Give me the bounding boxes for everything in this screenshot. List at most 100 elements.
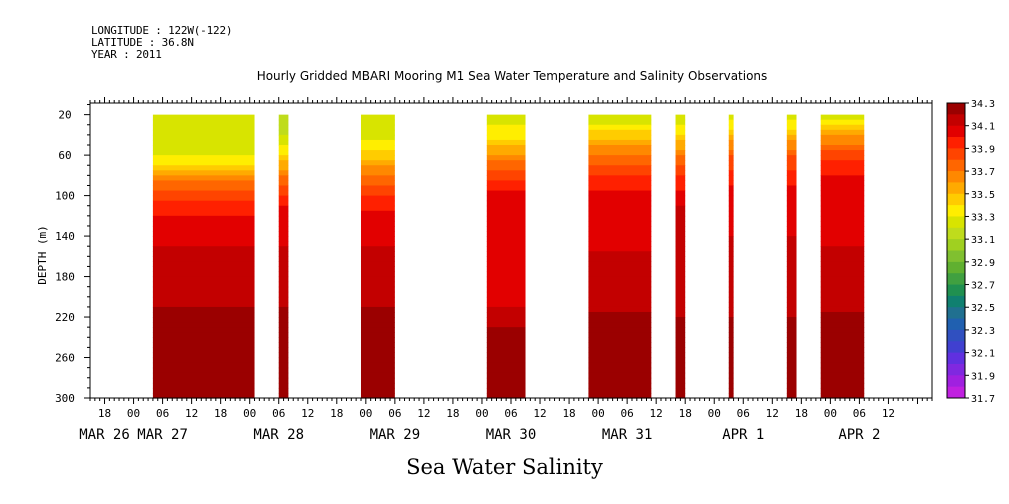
salinity-cell xyxy=(820,271,865,278)
salinity-cell xyxy=(152,190,255,197)
salinity-cell xyxy=(360,119,395,126)
salinity-cell xyxy=(152,119,255,126)
colorbar-label: 32.3 xyxy=(971,326,995,337)
salinity-cell xyxy=(820,306,865,313)
salinity-cell xyxy=(786,150,797,156)
x-hour-tick-label: 00 xyxy=(824,407,837,420)
salinity-cell xyxy=(820,256,865,262)
salinity-cell xyxy=(278,266,289,273)
salinity-cell xyxy=(588,327,652,333)
salinity-cell xyxy=(152,200,255,207)
salinity-cell xyxy=(152,387,255,394)
salinity-cell xyxy=(152,231,255,237)
salinity-cell xyxy=(360,195,395,202)
salinity-cell xyxy=(786,215,797,222)
salinity-cell xyxy=(152,246,255,252)
salinity-cell xyxy=(786,160,797,166)
salinity-cell xyxy=(728,311,734,318)
salinity-cell xyxy=(675,231,686,237)
salinity-cell xyxy=(820,251,865,257)
salinity-cell xyxy=(278,296,289,303)
salinity-cell xyxy=(152,311,255,318)
salinity-cell xyxy=(588,119,652,126)
salinity-cell xyxy=(360,261,395,268)
salinity-cell xyxy=(675,155,686,161)
year-label: YEAR : 2011 xyxy=(91,48,162,61)
salinity-cell xyxy=(360,342,395,348)
salinity-cell xyxy=(588,165,652,171)
salinity-cell xyxy=(728,134,734,141)
y-tick-label: 60 xyxy=(58,149,71,162)
salinity-cell xyxy=(278,139,289,146)
salinity-cell xyxy=(728,190,734,197)
salinity-cell xyxy=(820,276,865,283)
salinity-cell xyxy=(486,387,526,394)
salinity-cell xyxy=(820,170,865,176)
salinity-cell xyxy=(786,190,797,197)
salinity-cell xyxy=(588,251,652,257)
salinity-cell xyxy=(675,251,686,257)
salinity-cell xyxy=(152,382,255,389)
x-hour-tick-label: 18 xyxy=(214,407,227,420)
colorbar-swatch xyxy=(947,239,965,251)
salinity-cell xyxy=(486,150,526,156)
salinity-cell xyxy=(486,256,526,262)
salinity-cell xyxy=(152,362,255,369)
salinity-cell xyxy=(820,124,865,131)
salinity-cell xyxy=(675,225,686,232)
x-hour-tick-label: 18 xyxy=(330,407,343,420)
salinity-cell xyxy=(728,200,734,207)
salinity-cell xyxy=(728,251,734,257)
salinity-cell xyxy=(820,286,865,293)
salinity-cell xyxy=(278,246,289,252)
salinity-cell xyxy=(486,291,526,298)
x-hour-tick-label: 00 xyxy=(359,407,372,420)
salinity-cell xyxy=(486,392,526,399)
salinity-cell xyxy=(728,266,734,273)
salinity-cell xyxy=(152,301,255,308)
salinity-cell xyxy=(786,306,797,313)
salinity-cell xyxy=(786,195,797,202)
salinity-cell xyxy=(728,291,734,298)
salinity-cell xyxy=(360,144,395,151)
salinity-cell xyxy=(588,236,652,242)
salinity-cell xyxy=(728,271,734,278)
salinity-cell xyxy=(728,195,734,202)
salinity-cell xyxy=(278,306,289,313)
salinity-cell xyxy=(486,357,526,364)
salinity-cell xyxy=(728,175,734,182)
salinity-cell xyxy=(728,215,734,222)
salinity-cell xyxy=(786,114,797,121)
salinity-cell xyxy=(786,352,797,359)
colorbar-label: 33.9 xyxy=(971,144,995,155)
salinity-cell xyxy=(486,236,526,242)
x-day-label: MAR 26 xyxy=(79,427,130,443)
salinity-cell xyxy=(360,155,395,161)
colorbar-swatch xyxy=(947,216,965,229)
salinity-cell xyxy=(728,129,734,136)
y-tick-label: 140 xyxy=(55,230,75,243)
salinity-cell xyxy=(820,150,865,156)
colorbar: 34.3 34.1 33.9 33.7 33.5 33.3 33.1 32.9 32.7 32.5… xyxy=(946,99,995,405)
salinity-cell xyxy=(588,296,652,303)
salinity-cell xyxy=(675,327,686,333)
salinity-cell xyxy=(820,114,865,121)
salinity-cell xyxy=(360,352,395,359)
salinity-cell xyxy=(820,195,865,202)
colorbar-swatch xyxy=(947,103,965,115)
salinity-cell xyxy=(278,286,289,293)
salinity-cell xyxy=(728,342,734,348)
salinity-cell xyxy=(820,357,865,364)
salinity-cell xyxy=(278,352,289,359)
salinity-cell xyxy=(728,150,734,156)
salinity-cell xyxy=(360,372,395,379)
salinity-cell xyxy=(786,220,797,227)
salinity-cell xyxy=(786,266,797,273)
salinity-cell xyxy=(728,180,734,187)
salinity-cell xyxy=(360,241,395,247)
salinity-cell xyxy=(786,155,797,161)
colorbar-swatch xyxy=(947,125,965,138)
x-hour-tick-label: 06 xyxy=(504,407,517,420)
salinity-cell xyxy=(588,175,652,182)
colorbar-swatch xyxy=(947,114,965,127)
